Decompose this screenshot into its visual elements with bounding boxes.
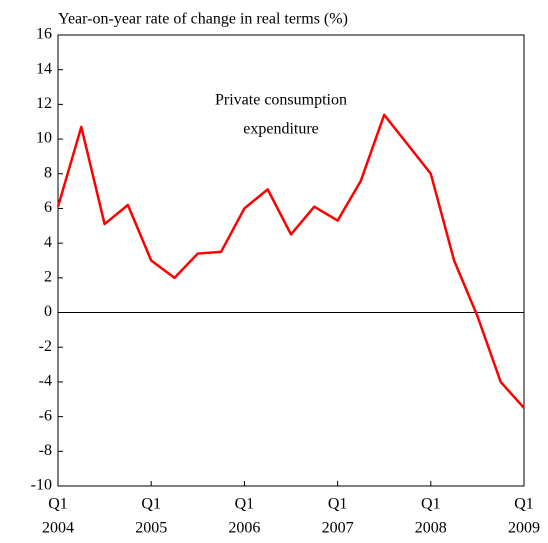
y-tick-label: -4 [39,373,52,390]
x-tick-label: Q1 [235,496,255,513]
y-tick-label: -6 [39,407,52,424]
chart-title: Year-on-year rate of change in real term… [58,11,348,28]
x-year-label: 2009 [508,520,540,537]
x-year-label: 2005 [135,520,167,537]
x-tick-label: Q1 [421,496,441,513]
x-year-label: 2008 [415,520,447,537]
y-tick-label: 6 [44,199,52,216]
x-tick-label: Q1 [514,496,534,513]
y-tick-label: -2 [39,338,52,355]
y-tick-label: -10 [31,477,52,494]
plot-frame [57,34,525,487]
x-tick-label: Q1 [328,496,348,513]
y-tick-label: 12 [36,95,52,112]
y-tick-label: 16 [36,26,52,43]
annotation: expenditure [243,121,319,138]
y-tick-label: -8 [39,442,52,459]
y-tick-label: 14 [36,60,52,77]
y-tick-label: 10 [36,130,52,147]
x-year-label: 2007 [322,520,354,537]
x-tick-label: Q1 [141,496,161,513]
annotation: Private consumption [215,92,347,109]
line [56,113,525,409]
x-tick-label: Q1 [48,496,68,513]
y-tick-label: 8 [44,164,52,181]
x-year-label: 2006 [228,520,260,537]
y-tick-label: 0 [44,303,52,320]
y-tick-label: 2 [44,269,52,286]
x-year-label: 2004 [42,520,74,537]
y-tick-label: 4 [44,234,52,251]
